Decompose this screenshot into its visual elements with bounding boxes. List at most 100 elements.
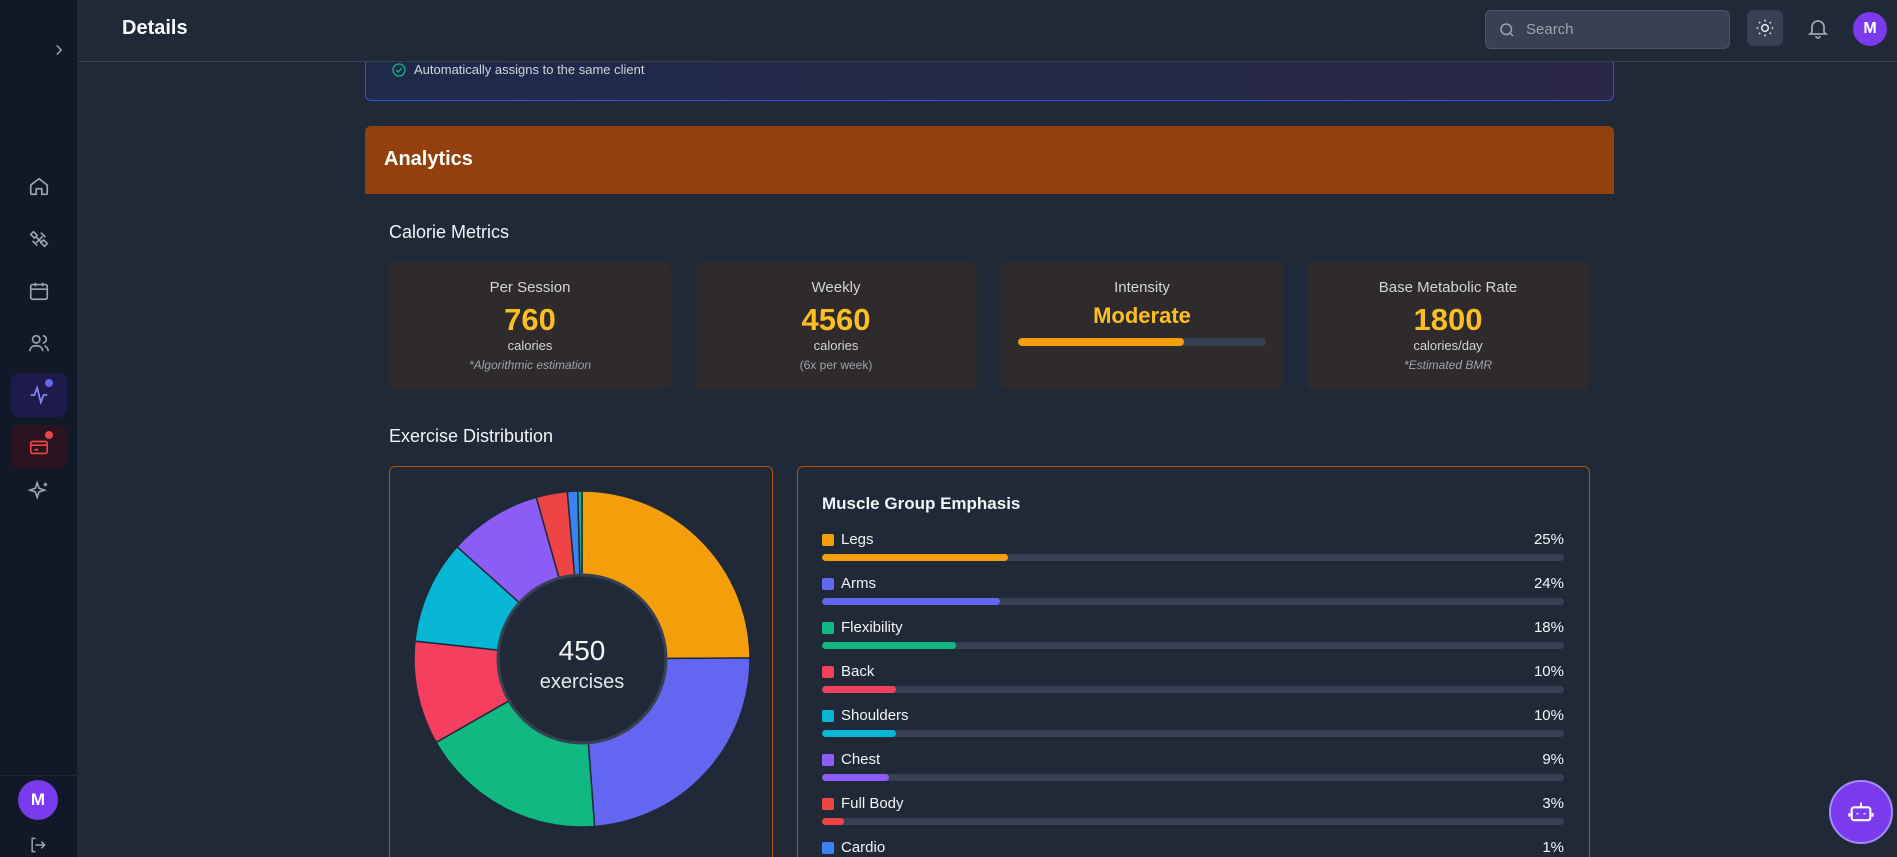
search-input[interactable] <box>1526 21 1716 38</box>
metric-note: *Estimated BMR <box>1403 358 1493 372</box>
muscle-group-bar-fill <box>822 730 897 737</box>
header: Details M <box>78 0 1897 62</box>
sidebar-item-activity[interactable] <box>11 373 67 417</box>
credit-card-icon <box>29 440 49 455</box>
metric-value: 760 <box>504 302 556 337</box>
dumbbell-icon <box>29 230 49 248</box>
metric-label: Base Metabolic Rate <box>1378 279 1518 296</box>
legend-swatch <box>822 666 834 678</box>
muscle-group-bar-fill <box>822 554 1008 561</box>
muscle-group-percent: 18% <box>1533 619 1564 636</box>
legend-swatch <box>822 622 834 634</box>
muscle-group-percent: 1% <box>1542 839 1564 856</box>
sidebar-item-home[interactable] <box>11 164 67 208</box>
muscle-group-title: Muscle Group Emphasis <box>822 494 1021 513</box>
metric-card-per-session: Per Session 760 calories *Algorithmic es… <box>389 262 671 389</box>
metric-note: (6x per week) <box>799 358 873 372</box>
metric-unit: calories <box>813 338 859 353</box>
sidebar-item-billing[interactable] <box>11 425 67 469</box>
muscle-group-name: Chest <box>841 751 881 768</box>
muscle-group-row: Flexibility 18% <box>822 617 1564 653</box>
muscle-group-name: Back <box>841 663 875 680</box>
muscle-group-row: Legs 25% <box>822 529 1564 565</box>
donut-center <box>496 573 668 745</box>
metric-card-weekly: Weekly 4560 calories (6x per week) <box>695 262 977 389</box>
bell-icon <box>1807 20 1829 39</box>
notification-dot <box>45 379 53 387</box>
notification-dot <box>45 431 53 439</box>
intensity-bar-fill <box>1018 338 1185 346</box>
muscle-group-row: Shoulders 10% <box>822 705 1564 741</box>
users-icon <box>29 334 49 352</box>
metric-label: Intensity <box>1114 279 1170 296</box>
muscle-group-bar <box>822 598 1564 605</box>
legend-swatch <box>822 842 834 854</box>
sun-icon <box>1756 19 1774 37</box>
muscle-group-percent: 3% <box>1542 795 1564 812</box>
metric-value: 1800 <box>1413 302 1483 337</box>
auto-assign-banner: Automatically assigns to the same client <box>365 62 1614 101</box>
intensity-value: Moderate <box>1093 303 1191 328</box>
logout-icon <box>31 837 46 853</box>
logout-button[interactable] <box>28 835 48 855</box>
muscle-group-bar <box>822 730 1564 737</box>
avatar[interactable]: M <box>18 780 58 820</box>
analytics-title: Analytics <box>384 148 473 170</box>
muscle-group-bar-fill <box>822 642 956 649</box>
ai-assistant-button[interactable] <box>1829 780 1893 844</box>
muscle-group-bar-fill <box>822 818 845 825</box>
calorie-metrics-title: Calorie Metrics <box>389 222 510 242</box>
muscle-group-name: Arms <box>841 575 876 592</box>
muscle-group-bar <box>822 686 1564 693</box>
sidebar-item-ai[interactable] <box>11 469 67 513</box>
home-icon <box>29 177 49 196</box>
analytics-header: Analytics <box>365 126 1614 194</box>
sidebar-item-calendar[interactable] <box>11 269 67 313</box>
muscle-group-percent: 9% <box>1542 751 1564 768</box>
search-icon <box>1500 22 1514 37</box>
calendar-icon <box>29 282 49 301</box>
avatar[interactable]: M <box>1853 12 1887 46</box>
muscle-group-name: Shoulders <box>841 707 909 724</box>
muscle-group-name: Flexibility <box>841 619 903 636</box>
muscle-group-bar <box>822 642 1564 649</box>
sidebar-item-workouts[interactable] <box>11 217 67 261</box>
donut-total-value: 450 <box>559 635 606 666</box>
muscle-group-name: Legs <box>841 531 874 548</box>
metric-unit: calories/day <box>1413 338 1483 353</box>
muscle-group-row: Arms 24% <box>822 573 1564 609</box>
muscle-group-name: Cardio <box>841 839 886 856</box>
metric-value: 4560 <box>801 302 871 337</box>
muscle-group-bar <box>822 554 1564 561</box>
expand-sidebar-button[interactable] <box>50 40 68 60</box>
muscle-group-percent: 10% <box>1533 663 1564 680</box>
robot-icon <box>1848 802 1874 822</box>
sparkles-icon <box>28 480 48 501</box>
muscle-group-percent: 25% <box>1533 531 1564 548</box>
muscle-group-name: Full Body <box>841 795 904 812</box>
chevron-right-icon <box>56 44 63 56</box>
donut-total-label: exercises <box>540 671 624 693</box>
legend-swatch <box>822 754 834 766</box>
muscle-group-row: Full Body 3% <box>822 793 1564 829</box>
intensity-bar <box>1018 338 1266 346</box>
exercise-donut-chart: 450 exercises <box>414 491 750 827</box>
legend-swatch <box>822 534 834 546</box>
metric-card-intensity: Intensity Moderate <box>1001 262 1283 389</box>
legend-swatch <box>822 578 834 590</box>
muscle-group-percent: 24% <box>1533 575 1564 592</box>
check-circle-icon <box>392 63 406 77</box>
legend-swatch <box>822 710 834 722</box>
divider <box>0 775 78 776</box>
banner-text: Automatically assigns to the same client <box>414 62 645 77</box>
muscle-group-bar <box>822 818 1564 825</box>
metric-card-bmr: Base Metabolic Rate 1800 calories/day *E… <box>1307 262 1589 389</box>
notifications-button[interactable] <box>1806 15 1830 41</box>
theme-toggle-button[interactable] <box>1747 10 1783 46</box>
muscle-group-bar-fill <box>822 686 897 693</box>
muscle-group-bar-fill <box>822 598 1001 605</box>
metric-label: Weekly <box>811 279 861 296</box>
search-box[interactable] <box>1485 10 1730 49</box>
sidebar-item-clients[interactable] <box>11 321 67 365</box>
muscle-group-row: Chest 9% <box>822 749 1564 785</box>
